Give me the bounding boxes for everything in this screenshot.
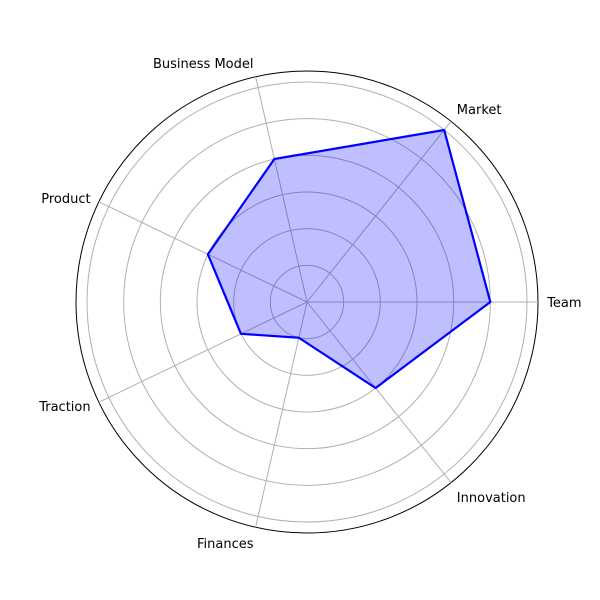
category-label: Innovation [457, 491, 526, 506]
angular-gridline [306, 121, 452, 303]
angular-gridline [255, 76, 308, 303]
category-label: Team [546, 296, 581, 311]
category-label: Finances [197, 537, 254, 552]
category-label: Product [41, 192, 90, 207]
angular-gridline [98, 301, 308, 403]
category-label: Business Model [153, 57, 254, 72]
category-label: Market [457, 103, 502, 118]
angular-gridline [98, 201, 308, 303]
angular-gridline [306, 301, 452, 483]
category-label: Traction [38, 400, 90, 415]
series-line [206, 128, 492, 390]
axis-labels: Team Market Business Model Product Traction F… [38, 57, 581, 552]
angular-gridline [255, 301, 308, 528]
series-layer [206, 128, 492, 390]
angular-grid [98, 76, 538, 528]
series-fill [207, 130, 491, 388]
